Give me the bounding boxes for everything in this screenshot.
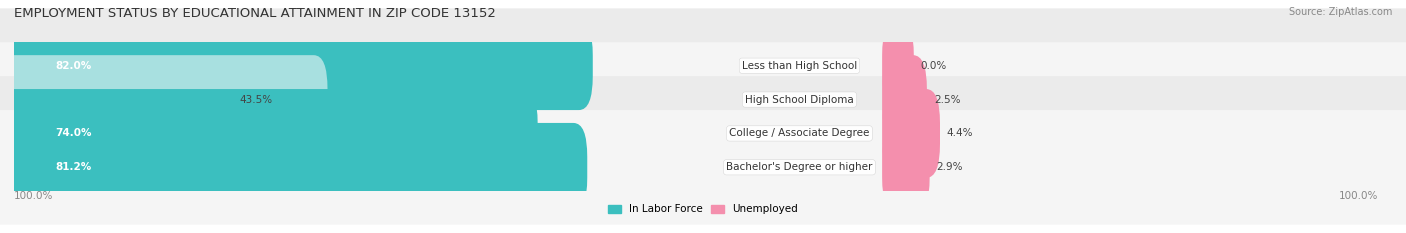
FancyBboxPatch shape (882, 123, 929, 212)
FancyBboxPatch shape (882, 55, 927, 144)
Text: College / Associate Degree: College / Associate Degree (730, 128, 870, 138)
Text: 100.0%: 100.0% (14, 191, 53, 201)
Text: 4.4%: 4.4% (946, 128, 973, 138)
FancyBboxPatch shape (0, 89, 537, 178)
Text: High School Diploma: High School Diploma (745, 95, 853, 105)
Text: 81.2%: 81.2% (55, 162, 91, 172)
Text: 2.5%: 2.5% (934, 95, 960, 105)
FancyBboxPatch shape (0, 21, 593, 110)
Text: EMPLOYMENT STATUS BY EDUCATIONAL ATTAINMENT IN ZIP CODE 13152: EMPLOYMENT STATUS BY EDUCATIONAL ATTAINM… (14, 7, 496, 20)
Text: Source: ZipAtlas.com: Source: ZipAtlas.com (1288, 7, 1392, 17)
FancyBboxPatch shape (0, 123, 588, 212)
Text: 100.0%: 100.0% (1339, 191, 1378, 201)
FancyBboxPatch shape (882, 21, 914, 110)
FancyBboxPatch shape (882, 89, 941, 178)
Text: 2.9%: 2.9% (936, 162, 963, 172)
Legend: In Labor Force, Unemployed: In Labor Force, Unemployed (605, 200, 801, 219)
FancyBboxPatch shape (0, 76, 1406, 191)
Text: 43.5%: 43.5% (239, 95, 273, 105)
Text: 0.0%: 0.0% (921, 61, 948, 71)
FancyBboxPatch shape (0, 8, 1406, 123)
Text: Less than High School: Less than High School (742, 61, 858, 71)
FancyBboxPatch shape (0, 55, 328, 144)
FancyBboxPatch shape (0, 42, 1406, 157)
FancyBboxPatch shape (0, 110, 1406, 225)
Text: 74.0%: 74.0% (55, 128, 91, 138)
Text: Bachelor's Degree or higher: Bachelor's Degree or higher (727, 162, 873, 172)
Text: 82.0%: 82.0% (55, 61, 91, 71)
